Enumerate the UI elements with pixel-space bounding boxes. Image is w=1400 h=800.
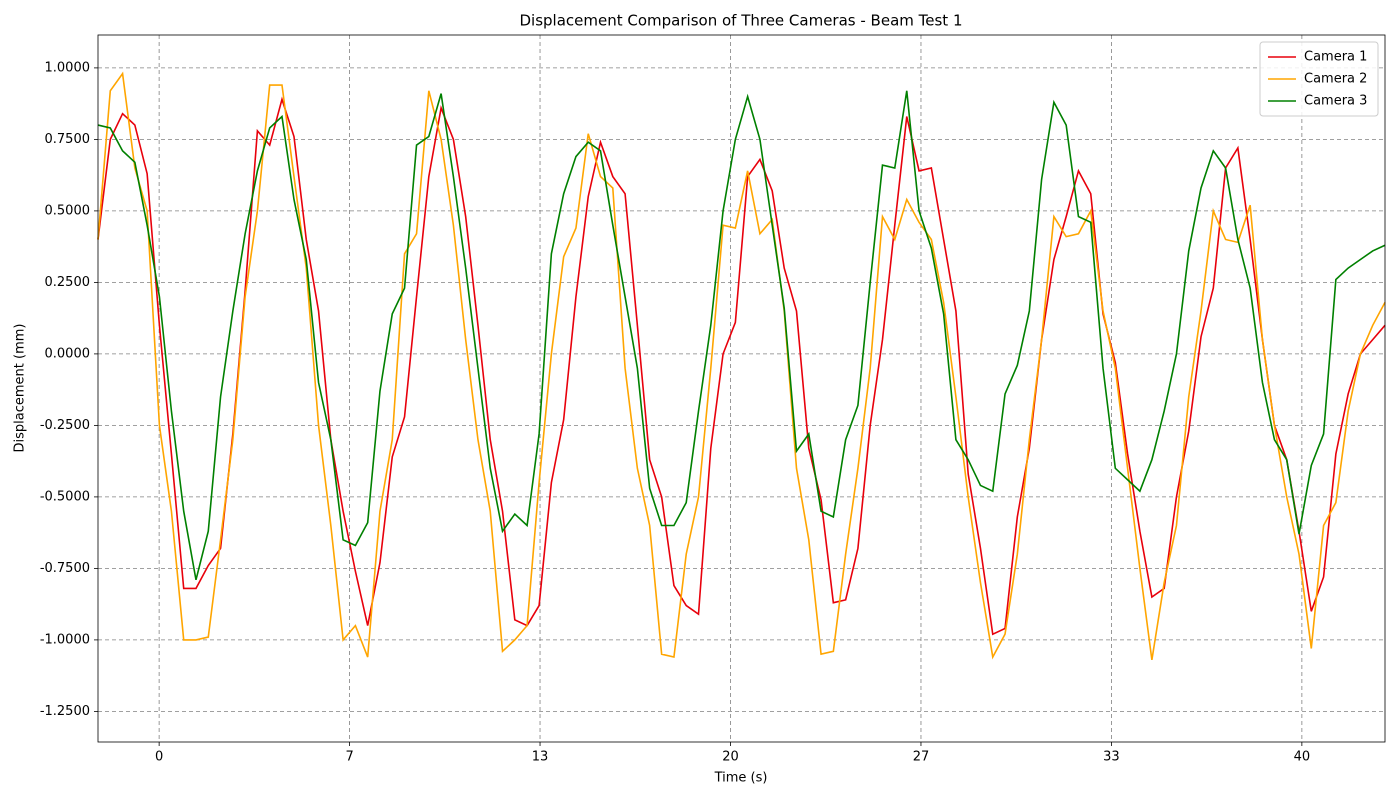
y-axis-label: Displacement (mm) — [13, 324, 28, 453]
y-tick-label: -1.2500 — [40, 704, 90, 719]
x-tick-label: 40 — [1294, 750, 1311, 765]
x-tick-label: 7 — [345, 750, 353, 765]
data-line — [97, 90, 1386, 581]
x-tick-label: 0 — [155, 750, 163, 765]
chart-title: Displacement Comparison of Three Cameras… — [520, 12, 963, 30]
y-tick-label: 0.7500 — [45, 132, 91, 147]
y-tick-label: 0.2500 — [45, 275, 91, 290]
y-tick-label: 1.0000 — [45, 60, 91, 75]
y-tick-label: -0.7500 — [40, 561, 90, 576]
data-line — [97, 96, 1386, 636]
x-tick-label: 27 — [913, 750, 930, 765]
legend-label: Camera 3 — [1304, 94, 1367, 109]
y-tick-label: 0.0000 — [45, 346, 91, 361]
y-tick-label: -1.0000 — [40, 632, 90, 647]
y-tick-label: -0.5000 — [40, 489, 90, 504]
y-tick-label: -0.2500 — [40, 418, 90, 433]
x-tick-label: 33 — [1103, 750, 1120, 765]
x-axis-label: Time (s) — [714, 771, 768, 786]
legend-label: Camera 1 — [1304, 50, 1367, 65]
legend-label: Camera 2 — [1304, 72, 1367, 87]
x-tick-label: 20 — [722, 750, 739, 765]
data-line — [97, 71, 1386, 661]
y-tick-label: 0.5000 — [45, 203, 91, 218]
plot-frame — [97, 34, 1386, 743]
legend-box — [1259, 41, 1379, 117]
x-tick-label: 13 — [532, 750, 549, 765]
